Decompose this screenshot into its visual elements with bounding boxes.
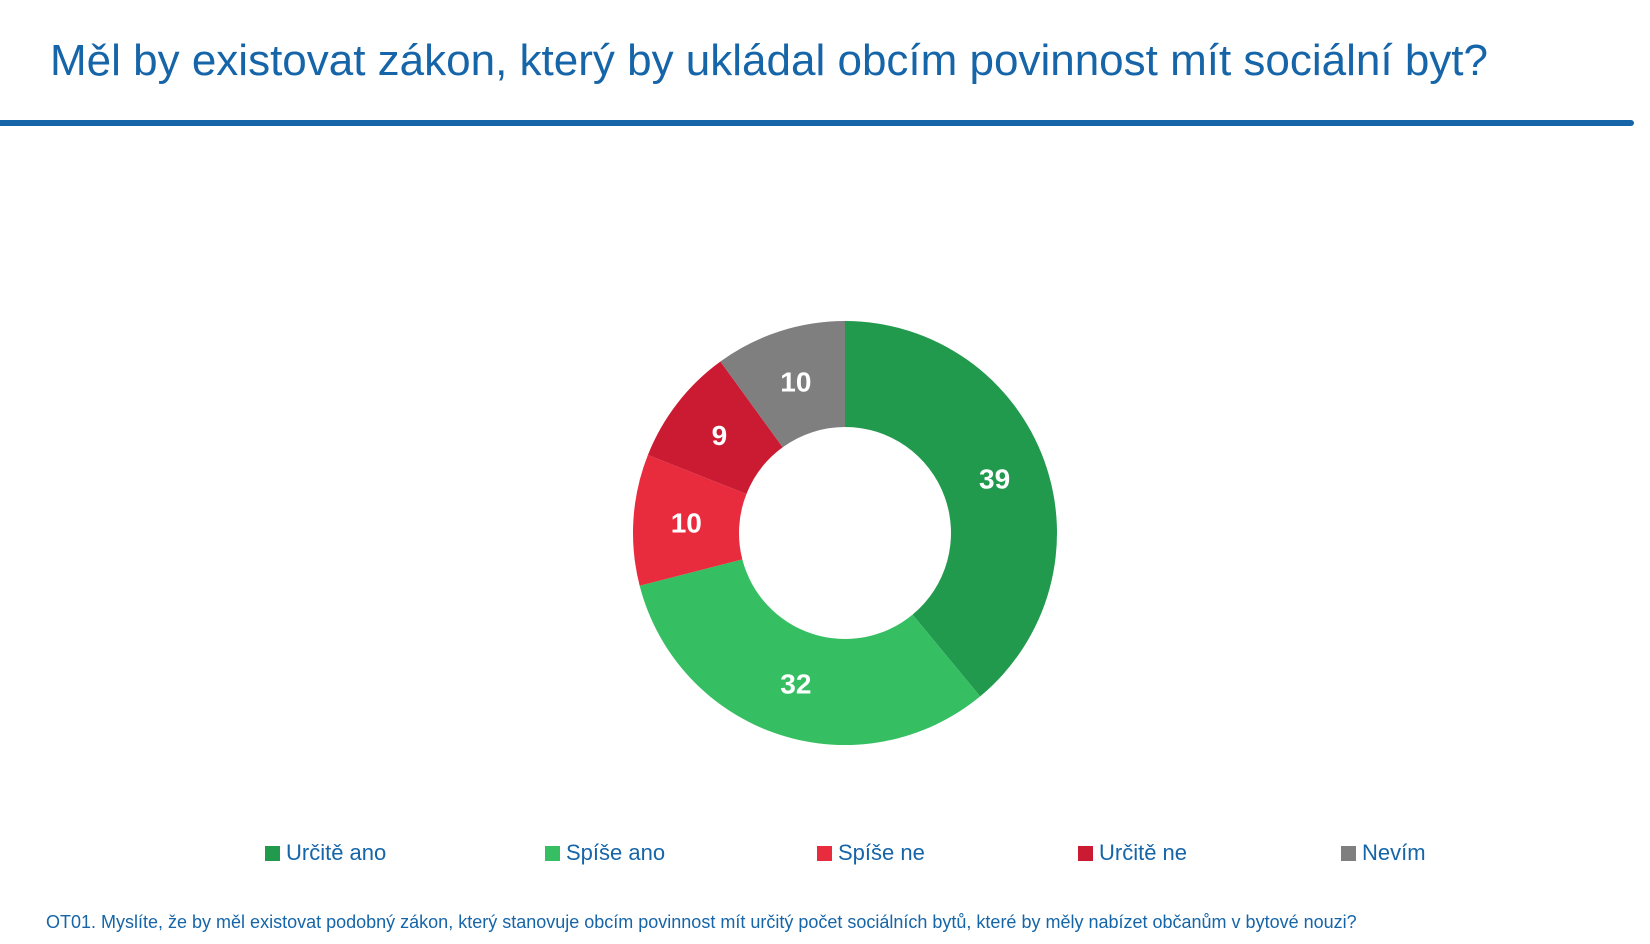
legend-item-3: Spíše ne [817, 840, 925, 866]
title-underline [0, 120, 1634, 126]
legend-swatch [265, 845, 280, 861]
legend-swatch [545, 845, 560, 861]
legend-label: Spíše ano [566, 840, 666, 865]
legend-label: Nevím [1362, 840, 1426, 865]
donut-slice-4 [647, 361, 783, 494]
donut-slice-3 [633, 454, 747, 586]
data-label-3: 10 [671, 508, 702, 539]
chart-legend: Určitě ano Spíše ano Spíše ne Určitě ne Neví… [0, 840, 1650, 870]
donut-slice-2 [639, 559, 981, 746]
legend-item-1: Určitě ano [265, 840, 386, 866]
data-label-5: 10 [780, 366, 811, 397]
donut-slice-5 [720, 321, 845, 448]
legend-label: Určitě ne [1099, 840, 1188, 865]
footnote: OT01. Myslíte, že by měl existovat podob… [46, 912, 1357, 932]
legend-item-5: Nevím [1341, 840, 1426, 866]
data-label-1: 39 [979, 464, 1010, 495]
donut-slice-1 [845, 321, 1058, 697]
data-label-4: 9 [712, 420, 728, 451]
legend-item-2: Spíše ano [545, 840, 665, 866]
legend-swatch [1078, 845, 1093, 861]
legend-label: Spíše ne [838, 840, 925, 865]
page-title: Měl by existovat zákon, který by ukládal… [50, 36, 1488, 85]
legend-swatch [817, 845, 832, 861]
legend-item-4: Určitě ne [1078, 840, 1187, 866]
data-label-2: 32 [780, 669, 811, 700]
legend-swatch [1341, 845, 1356, 861]
legend-label: Určitě ano [286, 840, 387, 865]
